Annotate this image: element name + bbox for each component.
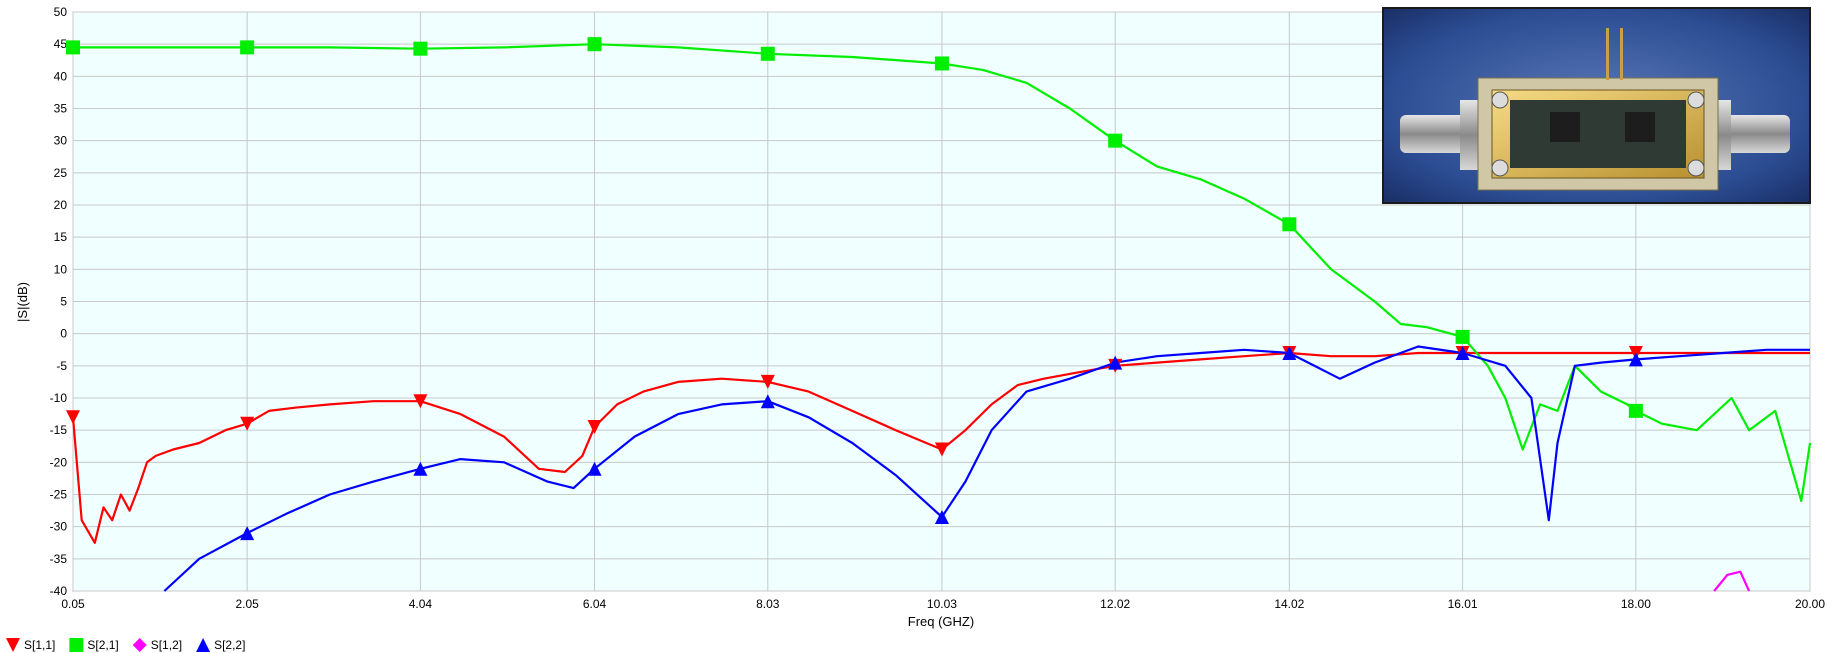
data-point-s11 bbox=[240, 416, 255, 431]
series-line-s21 bbox=[73, 43, 1812, 502]
x-tick-label: 20.00 bbox=[1795, 597, 1825, 611]
data-point-s22 bbox=[934, 510, 949, 525]
x-axis-ticks: 0.05 2.05 4.04 6.04 8.03 10.03 12.02 14.02 16.01… bbox=[61, 597, 1825, 611]
y-tick-label: -40 bbox=[50, 584, 68, 598]
amplifier-module-photo bbox=[1382, 7, 1811, 204]
y-axis-ticks: 50454035302520151050-5-10-15-20-25-30-35… bbox=[50, 5, 68, 598]
data-point-s21 bbox=[934, 56, 949, 71]
x-tick-label: 0.05 bbox=[61, 597, 85, 611]
data-point-s11 bbox=[66, 410, 80, 425]
x-tick-label: 2.05 bbox=[235, 597, 259, 611]
legend-marker bbox=[69, 638, 84, 652]
x-tick-label: 8.03 bbox=[756, 597, 780, 611]
legend-label: S[2,2] bbox=[214, 638, 245, 652]
data-point-s21 bbox=[1108, 133, 1123, 148]
data-point-s11 bbox=[760, 374, 775, 389]
x-tick-label: 6.04 bbox=[583, 597, 607, 611]
data-point-s21 bbox=[413, 41, 428, 56]
y-tick-label: 5 bbox=[60, 295, 67, 309]
y-tick-label: 20 bbox=[54, 198, 68, 212]
series-lines bbox=[71, 43, 1812, 592]
y-axis-title: |S|(dB) bbox=[15, 282, 30, 322]
y-tick-label: 40 bbox=[54, 69, 68, 83]
series-line-s12 bbox=[1713, 570, 1751, 592]
legend-marker bbox=[132, 638, 147, 652]
series-markers bbox=[66, 37, 1643, 541]
data-point-s21 bbox=[1628, 403, 1643, 418]
y-tick-label: 15 bbox=[54, 230, 68, 244]
y-tick-label: -15 bbox=[50, 423, 68, 437]
data-point-s22 bbox=[413, 461, 428, 476]
x-axis-title: Freq (GHZ) bbox=[908, 614, 974, 629]
y-tick-label: -10 bbox=[50, 391, 68, 405]
y-tick-label: -20 bbox=[50, 455, 68, 469]
y-tick-label: -5 bbox=[56, 359, 67, 373]
data-point-s11 bbox=[413, 394, 428, 409]
legend-item: S[2,2] bbox=[196, 638, 245, 652]
y-tick-label: 35 bbox=[54, 102, 68, 116]
y-tick-label: 25 bbox=[54, 166, 68, 180]
legend-item: S[2,1] bbox=[69, 638, 119, 652]
legend-marker bbox=[196, 638, 211, 652]
x-tick-label: 12.02 bbox=[1100, 597, 1130, 611]
data-point-s21 bbox=[240, 40, 255, 55]
data-point-s11 bbox=[587, 419, 602, 434]
data-point-s22 bbox=[240, 526, 255, 541]
data-point-s22 bbox=[760, 394, 775, 409]
legend: S[1,1] S[2,1] S[1,2] S[2,2] bbox=[6, 638, 245, 652]
y-tick-label: -25 bbox=[50, 488, 68, 502]
y-tick-label: 45 bbox=[54, 37, 68, 51]
data-point-s22 bbox=[1108, 355, 1123, 370]
data-point-s22 bbox=[1282, 345, 1297, 360]
y-tick-label: -30 bbox=[50, 520, 68, 534]
data-point-s21 bbox=[760, 46, 775, 61]
y-tick-label: -35 bbox=[50, 552, 68, 566]
series-line-s11 bbox=[71, 351, 1810, 544]
y-tick-label: 30 bbox=[54, 134, 68, 148]
x-tick-label: 16.01 bbox=[1448, 597, 1478, 611]
x-tick-label: 10.03 bbox=[927, 597, 957, 611]
series-line-s22 bbox=[163, 345, 1810, 592]
x-tick-label: 14.02 bbox=[1274, 597, 1304, 611]
data-point-s22 bbox=[1628, 352, 1643, 367]
legend-marker bbox=[6, 638, 20, 652]
data-point-s21 bbox=[1282, 217, 1297, 232]
data-point-s21 bbox=[587, 37, 602, 52]
y-tick-label: 0 bbox=[60, 327, 67, 341]
data-point-s11 bbox=[934, 442, 949, 457]
legend-label: S[1,2] bbox=[151, 638, 182, 652]
legend-label: S[2,1] bbox=[87, 638, 118, 652]
legend-item: S[1,2] bbox=[132, 638, 182, 652]
data-point-s21 bbox=[66, 40, 80, 55]
data-point-s21 bbox=[1455, 329, 1470, 344]
legend-item: S[1,1] bbox=[6, 638, 55, 652]
y-tick-label: 10 bbox=[54, 262, 68, 276]
x-tick-label: 18.00 bbox=[1621, 597, 1651, 611]
legend-label: S[1,1] bbox=[24, 638, 55, 652]
data-point-s22 bbox=[587, 461, 602, 476]
y-tick-label: 50 bbox=[54, 5, 68, 19]
data-point-s22 bbox=[1455, 345, 1470, 360]
x-tick-label: 4.04 bbox=[409, 597, 433, 611]
